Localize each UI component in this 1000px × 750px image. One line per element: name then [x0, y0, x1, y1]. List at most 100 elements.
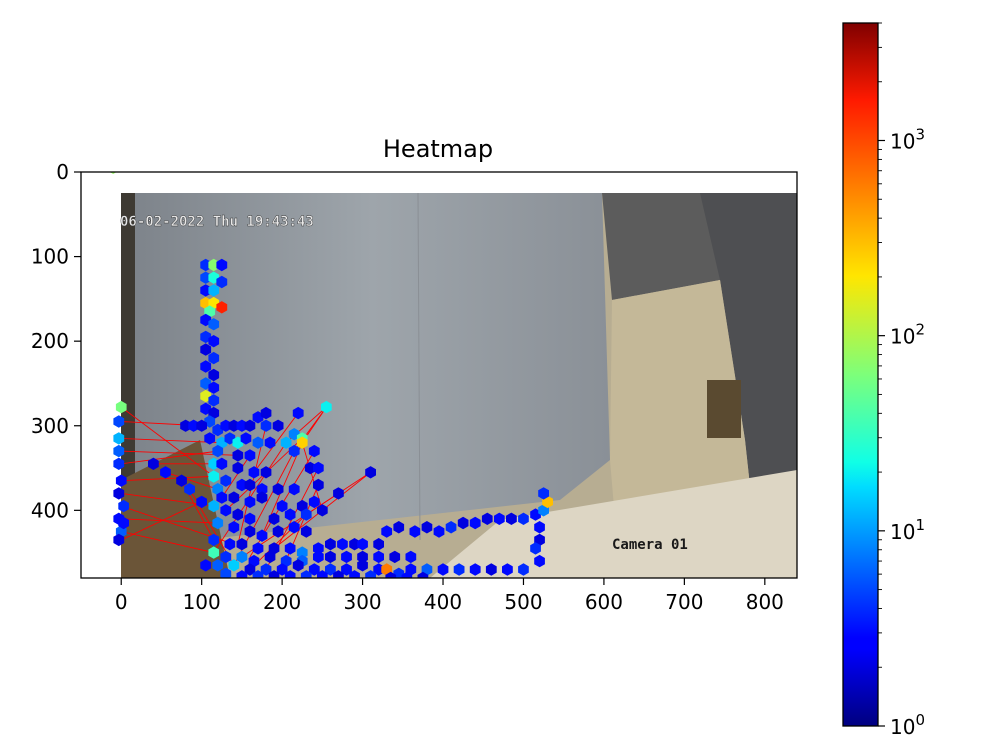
hexbin-cell: [113, 444, 125, 458]
hexbin-cell: [333, 570, 344, 578]
hexbin-cell: [485, 563, 497, 576]
hexbin-cell: [220, 567, 232, 578]
hexbin-cell: [317, 570, 328, 578]
hexbin-cell: [208, 533, 220, 547]
hexbin-cell: [284, 570, 296, 578]
hexbin-cell: [148, 457, 159, 470]
trajectory-segment: [121, 518, 218, 524]
hexbin-cell: [236, 570, 248, 578]
hexbin-cell: [300, 570, 312, 578]
hexbin-cell: [437, 563, 449, 576]
colorbar-tick-label: 100: [890, 711, 925, 739]
colorbar-tick-label: 102: [890, 321, 925, 349]
hexbin-cell: [264, 550, 276, 564]
y-tick-label: 400: [31, 498, 69, 522]
hexbin-cell: [260, 466, 272, 479]
hexbin-cell: [276, 499, 288, 513]
hexbin-cell: [288, 483, 300, 496]
hexbin-cell: [220, 474, 232, 487]
hexbin-cell: [317, 504, 328, 517]
hexbin-cell: [284, 508, 296, 521]
trajectory-segment: [165, 471, 218, 490]
hexbin-cell: [113, 533, 125, 547]
hexbin-cell: [200, 360, 212, 373]
hexbin-cell: [389, 550, 401, 564]
hexbin-cell: [115, 400, 127, 414]
hexbin-cell: [421, 521, 433, 534]
hexbin-cell: [308, 495, 320, 509]
hexbin-cell: [534, 554, 545, 568]
hexbin-cell: [494, 512, 505, 525]
trajectory-segment: [121, 450, 218, 465]
x-axis: 0 100 200 300 400 500 600 700 800: [115, 578, 784, 614]
x-tick-label: 400: [424, 590, 462, 614]
hexbin-cell: [248, 466, 260, 479]
hexbin-cell: [228, 559, 240, 572]
hexbin-cell: [357, 550, 368, 564]
hexbin-cell: [325, 538, 336, 551]
hexbin-cell: [260, 563, 272, 576]
hexbin-cell: [453, 563, 465, 576]
hexbin-cell: [244, 525, 256, 538]
hexbin-cell: [252, 542, 264, 555]
hexbin-cell: [118, 516, 129, 530]
hexbin-cell: [272, 483, 284, 496]
hexbin-cell: [244, 512, 256, 525]
hexbin-cell: [208, 499, 220, 513]
hexbin-cell: [118, 499, 129, 513]
colorbar: 100 101 102 103: [842, 22, 925, 739]
hexbin-cell: [252, 570, 264, 578]
hexbin-cell: [228, 521, 240, 534]
y-tick-label: 0: [56, 160, 69, 184]
hexbin-cell: [252, 436, 264, 449]
hexbin-cell: [236, 550, 248, 564]
x-tick-label: 200: [263, 590, 301, 614]
hexbin-cell: [272, 419, 284, 432]
hexbin-cell: [469, 563, 481, 576]
hexbin-cell: [208, 394, 220, 407]
x-tick-label: 700: [665, 590, 703, 614]
hexbin-cell: [260, 406, 272, 420]
trajectory-segment: [121, 501, 202, 541]
hexbin-cell: [208, 368, 220, 382]
x-tick-label: 300: [343, 590, 381, 614]
hexbin-cell: [113, 487, 125, 500]
hexbin-cell: [224, 538, 236, 551]
hexbin-cell: [308, 444, 320, 458]
hexbin-cell: [256, 483, 268, 496]
hexbin-cell: [232, 461, 244, 475]
hexbin-cell: [216, 275, 228, 289]
hexbin-cell: [216, 491, 228, 504]
hexbin-cell: [244, 495, 256, 509]
hexbin-cell: [373, 538, 384, 551]
hexbin-cell: [313, 550, 324, 564]
hexbin-cell: [216, 301, 228, 314]
hexbin-cell: [264, 436, 276, 449]
hexbin-cell: [457, 516, 469, 530]
hexbin-cell: [113, 457, 125, 470]
hexbin-cell: [216, 457, 228, 470]
hexbin-cell: [365, 570, 376, 578]
hexbin-cell: [208, 381, 220, 394]
camera-background-image: [121, 192, 797, 578]
hexbin-cell: [196, 419, 207, 432]
x-tick-label: 800: [746, 590, 784, 614]
hexbin-cell: [113, 415, 125, 428]
hexbin-cell: [208, 546, 220, 559]
hexbin-cell: [381, 525, 393, 538]
hexbin-cell: [296, 436, 308, 449]
y-tick-label: 200: [31, 329, 69, 353]
x-tick-label: 600: [585, 590, 623, 614]
hexbin-cell: [288, 444, 300, 458]
hexbin-cell: [232, 436, 244, 449]
hexbin-cell: [300, 525, 312, 538]
hexbin-cell: [321, 400, 332, 414]
x-tick-label: 100: [183, 590, 221, 614]
hexbin-cell: [502, 563, 513, 576]
hexbin-cell: [276, 563, 288, 576]
hexbin-cell: [308, 563, 320, 576]
hexbin-cell: [176, 474, 187, 487]
hexbin-cell: [208, 351, 220, 365]
hexbin-cell: [268, 512, 280, 525]
timestamp-overlay: 06-02-2022 Thu 19:43:43: [120, 214, 314, 230]
